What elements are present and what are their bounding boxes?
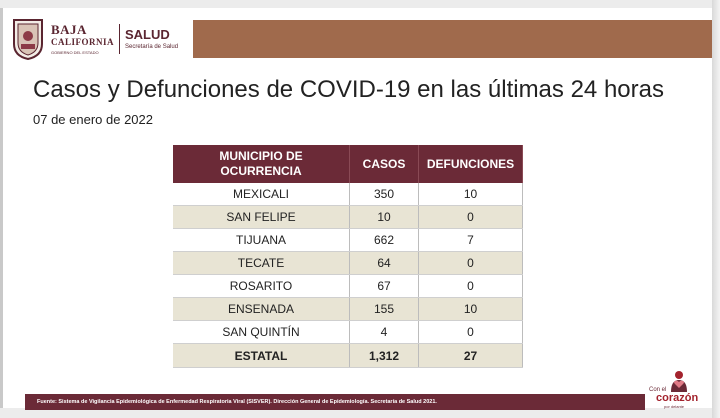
slide: BAJA CALIFORNIA GOBIERNO DEL ESTADO SALU…: [0, 8, 715, 410]
source-footer: Fuente: Sistema de Vigilancia Epidemioló…: [25, 394, 645, 410]
state-shield-icon: [13, 19, 43, 60]
covid-table: MUNICIPIO DE OCURRENCIA CASOS DEFUNCIONE…: [173, 145, 523, 368]
page-title: Casos y Defunciones de COVID-19 en las ú…: [33, 76, 664, 103]
baja-california-salud-logo: BAJA CALIFORNIA GOBIERNO DEL ESTADO SALU…: [11, 18, 191, 62]
header-municipio-line1: MUNICIPIO DE: [219, 149, 303, 163]
table-row: ROSARITO 67 0: [173, 274, 523, 298]
header-band: [193, 20, 713, 58]
header-defunciones: DEFUNCIONES: [418, 145, 523, 183]
cell-casos: 67: [349, 274, 419, 298]
report-date: 07 de enero de 2022: [33, 112, 153, 127]
logo-gobierno-text: GOBIERNO DEL ESTADO: [51, 50, 99, 55]
table-header-row: MUNICIPIO DE OCURRENCIA CASOS DEFUNCIONE…: [173, 145, 523, 183]
logo-baja-text: BAJA: [51, 22, 87, 37]
cell-municipio: TECATE: [173, 251, 350, 275]
table-row: ENSENADA 155 10: [173, 297, 523, 321]
cell-casos: 350: [349, 183, 419, 206]
total-casos: 1,312: [349, 343, 419, 368]
logo-secretaria-text: Secretaría de Salud: [125, 44, 179, 50]
cell-municipio: TIJUANA: [173, 228, 350, 252]
window-edge: [712, 0, 720, 418]
corazon-logo: Con el corazón por delante: [649, 370, 709, 410]
cell-casos: 10: [349, 205, 419, 229]
cell-defunciones: 10: [418, 297, 523, 321]
logo-salud-text: SALUD: [125, 27, 170, 42]
cell-defunciones: 7: [418, 228, 523, 252]
logo-corazon-text: corazón: [656, 392, 699, 404]
total-municipio: ESTATAL: [173, 343, 350, 368]
total-defunciones: 27: [418, 343, 523, 368]
cell-municipio: SAN FELIPE: [173, 205, 350, 229]
cell-municipio: SAN QUINTÍN: [173, 320, 350, 344]
table-row: SAN QUINTÍN 4 0: [173, 320, 523, 344]
cell-defunciones: 10: [418, 183, 523, 206]
cell-casos: 155: [349, 297, 419, 321]
logo-california-text: CALIFORNIA: [51, 37, 115, 47]
table-row: SAN FELIPE 10 0: [173, 205, 523, 229]
cell-municipio: ENSENADA: [173, 297, 350, 321]
cell-defunciones: 0: [418, 251, 523, 275]
cell-municipio: MEXICALI: [173, 183, 350, 206]
cell-municipio: ROSARITO: [173, 274, 350, 298]
cell-defunciones: 0: [418, 274, 523, 298]
table-row: MEXICALI 350 10: [173, 183, 523, 206]
header-municipio-line2: OCURRENCIA: [220, 164, 302, 178]
cell-casos: 4: [349, 320, 419, 344]
table-row: TECATE 64 0: [173, 251, 523, 275]
cell-casos: 64: [349, 251, 419, 275]
cell-defunciones: 0: [418, 320, 523, 344]
heart-figure-icon: [671, 371, 687, 392]
logo-por-delante-text: por delante: [664, 404, 685, 409]
header-municipio: MUNICIPIO DE OCURRENCIA: [173, 145, 350, 183]
header-casos: CASOS: [349, 145, 419, 183]
table-total-row: ESTATAL 1,312 27: [173, 343, 523, 368]
logo-divider: [119, 24, 120, 54]
cell-defunciones: 0: [418, 205, 523, 229]
table-row: TIJUANA 662 7: [173, 228, 523, 252]
cell-casos: 662: [349, 228, 419, 252]
logo-con-el-text: Con el: [649, 387, 667, 393]
